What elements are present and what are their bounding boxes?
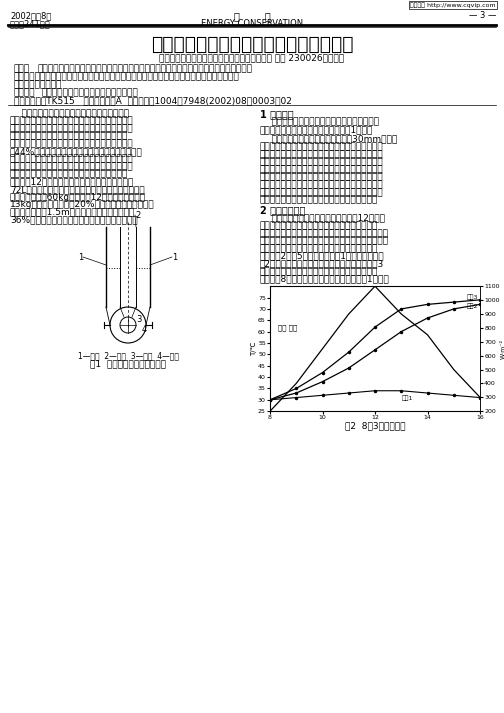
Text: 并同时测量环境温度和太阳辐射强度。典型的四天: 并同时测量环境温度和太阳辐射强度。典型的四天 (260, 244, 378, 253)
Text: 曲线2: 曲线2 (467, 304, 478, 309)
Text: 数据如图2～图5所示。图中曲线1为环境温度；曲: 数据如图2～图5所示。图中曲线1为环境温度；曲 (260, 252, 385, 261)
Text: 在44%左右。在夏季比平板型和闷晒式要低，究其原: 在44%左右。在夏季比平板型和闷晒式要低，究其原 (10, 147, 143, 156)
Text: 13kg，占实际用水量的20%左右，被白白浪费掉了。: 13kg，占实际用水量的20%左右，被白白浪费掉了。 (10, 200, 155, 209)
Text: 1—翼片  2—管体  3—支架  4—管体: 1—翼片 2—管体 3—支架 4—管体 (78, 351, 178, 360)
Text: 分，在每个部位中各放三只铜康铜热电偶，监测水温，: 分，在每个部位中各放三只铜康铜热电偶，监测水温， (260, 237, 389, 245)
Text: 图2  8月3日所测数据: 图2 8月3日所测数据 (345, 421, 405, 430)
Text: （总第241期）: （总第241期） (10, 19, 51, 28)
Text: 线2为未装排挤管的太阳热水器的平均水温；曲线3: 线2为未装排挤管的太阳热水器的平均水温；曲线3 (260, 260, 384, 268)
Text: 能热水器进行实验。其中一台有排挤管，另一台不: 能热水器进行实验。其中一台有排挤管，另一台不 (260, 222, 378, 230)
Text: 高了水箱内的水温），经多次实验和计算证明，改装后的真空管太阳能热水器的热效率有较大提: 高了水箱内的水温），经多次实验和计算证明，改装后的真空管太阳能热水器的热效率有较… (14, 72, 240, 81)
Text: 热效率，8小时的辐射总量及热损失系数如表1所示。: 热效率，8小时的辐射总量及热损失系数如表1所示。 (260, 275, 390, 284)
Text: 的真空管太阳能热水器的测试结果表明，日均热效率: 的真空管太阳能热水器的测试结果表明，日均热效率 (10, 140, 134, 148)
Y-axis label: T/℃: T/℃ (250, 342, 257, 356)
Text: 1: 1 (78, 252, 83, 262)
Text: 带排挤管的真空管太阳能热水器实验研究: 带排挤管的真空管太阳能热水器实验研究 (151, 35, 353, 54)
Text: 装，放置在一起。将两台热水器水箱分上、中、下三部: 装，放置在一起。将两台热水器水箱分上、中、下三部 (260, 229, 389, 238)
Text: （中国科学技术大学热科学与能源工程系，安徽 合肥 230026）李业发: （中国科学技术大学热科学与能源工程系，安徽 合肥 230026）李业发 (159, 53, 345, 62)
Text: 1 基本结构: 1 基本结构 (260, 109, 294, 119)
Text: 空管内的水分为上、下两部分。上部水因被太阳照射: 空管内的水分为上、下两部分。上部水因被太阳照射 (260, 173, 384, 182)
Text: ENERGY CONSERVATION: ENERGY CONSERVATION (201, 19, 303, 28)
Text: 摘要：: 摘要： (14, 64, 30, 73)
Text: 用，虽在众多的广告宣传中所述的各种真空管太阳能: 用，虽在众多的广告宣传中所述的各种真空管太阳能 (10, 117, 134, 125)
Text: 等间距。故置时，两翼片和反射板平行，以使其将真: 等间距。故置时，两翼片和反射板平行，以使其将真 (260, 165, 384, 174)
Text: 2002年第8期: 2002年第8期 (10, 11, 51, 20)
Text: 2: 2 (135, 210, 140, 220)
Text: 中装排挤管的措施，排挤管的结构如图1所示。: 中装排挤管的措施，排挤管的结构如图1所示。 (260, 125, 373, 134)
Text: 的储水无法利用，所储存的热量夜间几乎全部散失: 的储水无法利用，所储存的热量夜间几乎全部散失 (10, 170, 128, 179)
Text: 为便于比较，我们用两台完全相同的12管太阳: 为便于比较，我们用两台完全相同的12管太阳 (260, 214, 385, 222)
Text: 封闭的圆柱体，圆柱管中封装有适量的沙子，使其在: 封闭的圆柱体，圆柱管中封装有适量的沙子，使其在 (260, 143, 384, 151)
Text: 关键词：: 关键词： (14, 88, 35, 97)
Text: 目前全玻璃真空管太阳能热水器已得到普遍应: 目前全玻璃真空管太阳能热水器已得到普遍应 (10, 109, 129, 118)
Text: — 3 —: — 3 — (469, 11, 496, 20)
Text: 2 实验及其结果: 2 实验及其结果 (260, 205, 305, 215)
Text: 节        能: 节 能 (234, 11, 270, 21)
Text: 曲线3: 曲线3 (467, 294, 478, 300)
Text: 因一个是真空管之间有漏光，反射板只能反射漏掉的: 因一个是真空管之间有漏光，反射板只能反射漏掉的 (10, 155, 134, 163)
Text: 掉。一台12根管的太阳能热水器，其水箱的容积为: 掉。一台12根管的太阳能热水器，其水箱的容积为 (10, 178, 134, 186)
Text: 维普资讯 http://www.cqvip.com: 维普资讯 http://www.cqvip.com (410, 2, 496, 8)
Text: 有利于管内水的自然循环，有利于热效率的提高。: 有利于管内水的自然循环，有利于热效率的提高。 (260, 195, 378, 205)
Text: 热水器的热效率如何高，容水量如何大，但和实际应: 热水器的热效率如何高，容水量如何大，但和实际应 (10, 124, 134, 133)
Text: 36%左右，严重地影响了太阳能热水器的经济性。: 36%左右，严重地影响了太阳能热水器的经济性。 (10, 215, 138, 225)
Text: 部的间歇流向上部加热。这样就避免了冷热水相混，: 部的间歇流向上部加热。这样就避免了冷热水相混， (260, 188, 384, 197)
Text: 为装有排挤管的太阳热水器的平均水温。其日平均: 为装有排挤管的太阳热水器的平均水温。其日平均 (260, 267, 378, 276)
Text: 排挤管；热效率；经济效率；内部水温率: 排挤管；热效率；经济效率；内部水温率 (42, 88, 139, 97)
Text: 1: 1 (172, 252, 177, 262)
Text: 高，经济效益明显。: 高，经济效益明显。 (14, 80, 62, 89)
Text: 其中一部分，能被吸收的就更少了；其二是真空管中: 其中一部分，能被吸收的就更少了；其二是真空管中 (10, 162, 134, 171)
Text: 的用水量也只有60kg左右。而12根管中的储热水约: 的用水量也只有60kg左右。而12根管中的储热水约 (10, 193, 146, 202)
Y-axis label: W·m⁻²: W·m⁻² (501, 339, 504, 359)
Text: 管体由合金铝板卷焊而成，外径为30mm的两端: 管体由合金铝板卷焊而成，外径为30mm的两端 (260, 135, 397, 144)
Text: 中国分类号：TK515   文献标识号：A  文章编号：1004－7948(2002)08－0003－02: 中国分类号：TK515 文献标识号：A 文章编号：1004－7948(2002)… (14, 96, 292, 105)
Text: 片，使其紧靠于管内壁，并保持管体和真空管内壁有: 片，使其紧靠于管内壁，并保持管体和真空管内壁有 (260, 158, 384, 167)
Text: 用排挤管放入真空管的内管内，使真空管内的储水大大地减少，减少了能量损失（实际是提: 用排挤管放入真空管的内管内，使真空管内的储水大大地减少，减少了能量损失（实际是提 (38, 64, 253, 73)
Text: 3: 3 (136, 315, 142, 324)
Text: 温度逐渐上升，并上浮，冷水从下部向下流动并由头: 温度逐渐上升，并上浮，冷水从下部向下流动并由头 (260, 180, 384, 190)
Text: 用情况相比却有着较大的差距。经我们对多种型号: 用情况相比却有着较大的差距。经我们对多种型号 (10, 132, 128, 140)
Text: 4: 4 (142, 325, 147, 334)
Text: 72L左右，由于受溢流管和上、下管位置的影响，实际: 72L左右，由于受溢流管和上、下管位置的影响，实际 (10, 185, 145, 194)
Text: 现已有不少采用1.5m的真空管，其热水储量高达: 现已有不少采用1.5m的真空管，其热水储量高达 (10, 207, 135, 217)
Text: 辐射 强度: 辐射 强度 (278, 324, 297, 331)
Text: 图1  内装排挤管的真空管结构: 图1 内装排挤管的真空管结构 (90, 359, 166, 368)
Text: 为了解决上述问题，我们采用了在真空管内管: 为了解决上述问题，我们采用了在真空管内管 (260, 118, 379, 127)
Text: 真空管中不会因充水而浮起，管体外壁对称焊有两翼: 真空管中不会因充水而浮起，管体外壁对称焊有两翼 (260, 150, 384, 159)
Text: 曲线1: 曲线1 (401, 395, 413, 401)
